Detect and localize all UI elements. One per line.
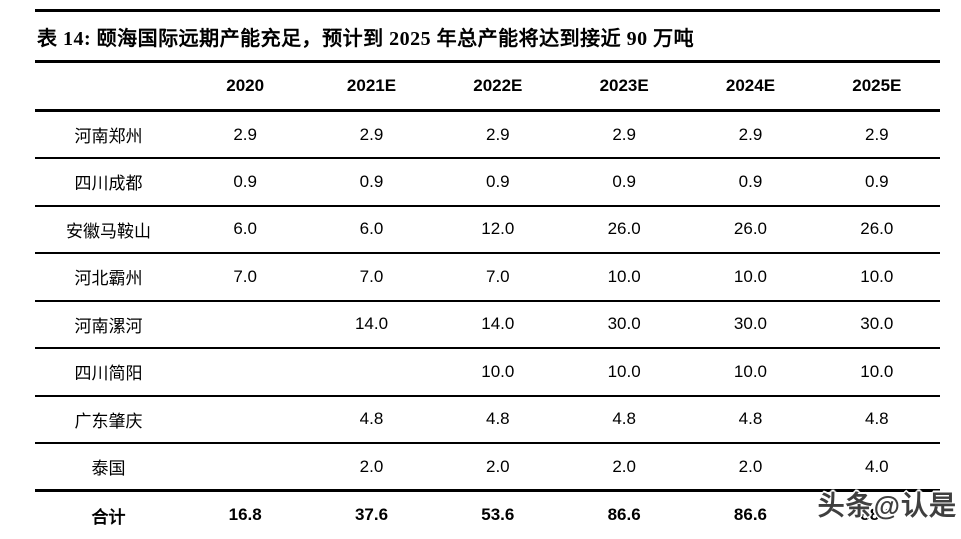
table-row: 广东肇庆 4.8 4.8 4.8 4.8 4.8 — [35, 396, 940, 444]
capacity-cell: 10.0 — [607, 361, 641, 381]
capacity-cell — [182, 396, 308, 444]
table-row: 四川简阳 10.0 10.0 10.0 10.0 — [35, 348, 940, 396]
capacity-cell: 30.0 — [607, 314, 641, 334]
capacity-cell: 2.9 — [865, 124, 889, 144]
capacity-cell: 30.0 — [860, 314, 894, 334]
table-row: 河南郑州 2.9 2.9 2.9 2.9 2.9 2.9 — [35, 111, 940, 158]
capacity-cell: 10.0 — [860, 266, 894, 286]
capacity-cell: 2.9 — [738, 124, 763, 144]
capacity-cell: 7.0 — [486, 266, 510, 286]
capacity-cell: 4.8 — [612, 409, 636, 429]
capacity-cell: 2.0 — [359, 456, 384, 476]
total-cell: 16.8 — [228, 505, 262, 525]
label-column-header — [35, 63, 182, 112]
toutiao-watermark: 头条@认是 — [817, 491, 957, 521]
capacity-cell — [182, 348, 308, 396]
capacity-cell: 10.0 — [607, 266, 641, 286]
year-column-header: 2021E — [308, 63, 435, 112]
total-cell: 37.6 — [354, 505, 389, 525]
capacity-cell: 0.9 — [233, 171, 257, 191]
year-column-header: 2022E — [434, 63, 561, 112]
row-label: 四川成都 — [74, 174, 143, 194]
capacity-cell — [182, 443, 308, 491]
capacity-cell: 7.0 — [359, 266, 384, 286]
total-cell: 88.6 — [860, 505, 894, 525]
total-cell: 86.6 — [733, 505, 768, 525]
capacity-cell: 6.0 — [359, 219, 384, 239]
row-label: 广东肇庆 — [74, 411, 143, 431]
table-row: 河南漯河 14.0 14.0 30.0 30.0 30.0 — [35, 301, 940, 349]
capacity-cell: 10.0 — [733, 361, 768, 381]
capacity-cell: 2.9 — [486, 124, 510, 144]
table-header: 2020 2021E 2022E 2023E 2024E 2025E — [35, 63, 940, 112]
capacity-cell: 4.8 — [738, 409, 763, 429]
total-cell: 86.6 — [607, 505, 641, 525]
capacity-cell: 14.0 — [481, 314, 515, 334]
capacity-cell: 4.0 — [865, 456, 889, 476]
capacity-cell: 30.0 — [733, 314, 768, 334]
capacity-cell: 2.0 — [738, 456, 763, 476]
capacity-cell: 6.0 — [233, 219, 257, 239]
capacity-cell: 26.0 — [733, 219, 768, 239]
table-row: 泰国 2.0 2.0 2.0 2.0 4.0 — [35, 443, 940, 491]
capacity-cell: 2.0 — [612, 456, 636, 476]
capacity-cell: 0.9 — [738, 171, 763, 191]
total-row: 合计 16.8 37.6 53.6 86.6 86.6 88.6 — [35, 490, 940, 539]
row-label: 泰国 — [91, 459, 126, 478]
capacity-data-table: 2020 2021E 2022E 2023E 2024E 2025E 河南郑州 2.9 2.9… — [35, 63, 940, 539]
capacity-cell: 7.0 — [233, 266, 257, 286]
row-label: 河北霸州 — [74, 269, 143, 289]
header-row: 2020 2021E 2022E 2023E 2024E 2025E — [35, 63, 940, 112]
total-cell: 53.6 — [481, 505, 515, 525]
year-column-header: 2025E — [813, 63, 940, 112]
capacity-cell: 2.0 — [486, 456, 510, 476]
capacity-cell: 2.9 — [612, 124, 636, 144]
capacity-cell: 4.8 — [865, 409, 889, 429]
table-row: 安徽马鞍山 6.0 6.0 12.0 26.0 26.0 26.0 — [35, 206, 940, 253]
capacity-cell: 0.9 — [486, 171, 510, 191]
year-column-header: 2023E — [560, 63, 688, 112]
capacity-cell: 2.9 — [233, 124, 257, 144]
capacity-cell: 4.8 — [359, 409, 384, 429]
row-label: 四川简阳 — [74, 364, 143, 384]
capacity-cell: 0.9 — [865, 171, 889, 191]
table-row: 四川成都 0.9 0.9 0.9 0.9 0.9 0.9 — [35, 158, 940, 206]
capacity-cell: 4.8 — [486, 409, 510, 429]
capacity-table-section: 表 14: 颐海国际远期产能充足，预计到 2025 年总产能将达到接近 90 万… — [35, 9, 940, 539]
row-label: 河南郑州 — [74, 127, 143, 146]
total-row-label: 合计 — [91, 507, 126, 527]
row-label: 安徽马鞍山 — [66, 221, 151, 241]
table-title: 表 14: 颐海国际远期产能充足，预计到 2025 年总产能将达到接近 90 万… — [35, 9, 940, 63]
capacity-cell: 14.0 — [354, 314, 389, 334]
capacity-cell: 0.9 — [359, 171, 384, 191]
year-column-header: 2020 — [182, 63, 309, 112]
capacity-cell: 10.0 — [860, 361, 894, 381]
capacity-cell: 12.0 — [481, 219, 515, 239]
table-row: 河北霸州 7.0 7.0 7.0 10.0 10.0 10.0 — [35, 253, 940, 301]
capacity-cell: 2.9 — [359, 124, 384, 144]
year-column-header: 2024E — [687, 63, 814, 112]
capacity-cell: 26.0 — [607, 219, 641, 239]
capacity-cell: 0.9 — [612, 171, 636, 191]
row-label: 河南漯河 — [74, 316, 143, 336]
capacity-cell — [182, 301, 308, 349]
capacity-cell: 10.0 — [481, 361, 515, 381]
capacity-cell: 10.0 — [733, 266, 768, 286]
capacity-cell — [308, 348, 434, 396]
table-body: 河南郑州 2.9 2.9 2.9 2.9 2.9 2.9 四川成都 0.9 0.9 0.9 0.9 0.… — [35, 111, 940, 539]
capacity-cell: 26.0 — [860, 219, 894, 239]
